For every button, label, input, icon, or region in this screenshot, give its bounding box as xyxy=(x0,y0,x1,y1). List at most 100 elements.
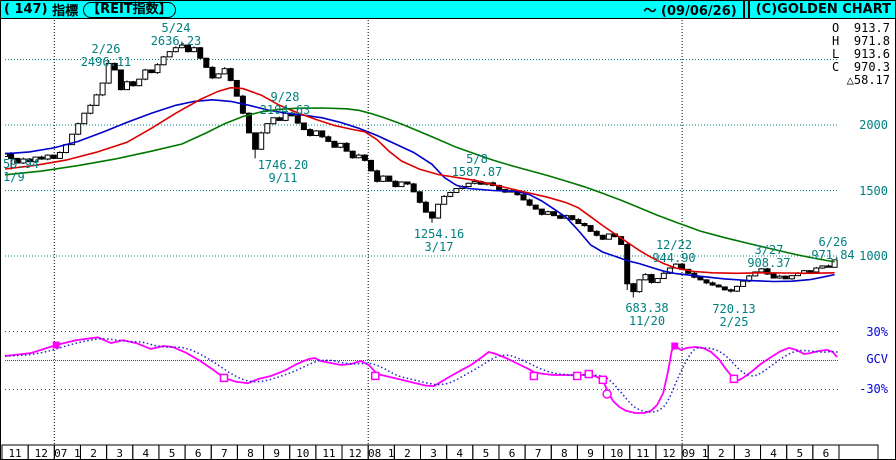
candle-body xyxy=(697,276,704,281)
month-label: 4 xyxy=(143,447,150,460)
candle-body xyxy=(752,271,759,277)
month-label: 6 xyxy=(195,447,202,460)
candle-body xyxy=(14,157,21,164)
candle-body xyxy=(593,230,600,236)
candle-body xyxy=(435,203,442,219)
ma-short-line xyxy=(5,98,835,283)
gcv-sell-marker xyxy=(219,373,229,383)
candle-body xyxy=(32,156,39,163)
candle-body xyxy=(666,267,673,274)
candle-body xyxy=(172,47,179,53)
candle-body xyxy=(782,275,789,280)
candle-body xyxy=(386,175,393,182)
gcv-sell-marker xyxy=(371,371,380,381)
oscillator-label-gcv: GCV xyxy=(866,352,888,366)
candle-body xyxy=(349,150,356,159)
candle-body xyxy=(361,154,368,161)
program-id: ( 147) xyxy=(4,2,48,17)
candle-body xyxy=(166,51,173,58)
gcv-oscillator-layer xyxy=(4,336,838,414)
candle-body xyxy=(148,69,155,74)
chart-annotation: 908.37 xyxy=(747,256,790,270)
candle-body xyxy=(276,117,283,121)
candle-body xyxy=(178,44,185,49)
candle-body xyxy=(636,279,643,293)
candle-body xyxy=(325,136,332,142)
chart-annotation: 12/22 xyxy=(656,238,692,252)
title-prefix: 指標 xyxy=(47,4,79,19)
chart-title: ( 147) 指標 【REIT指数】 xyxy=(1,1,176,19)
copyright: (C)GOLDEN CHART xyxy=(755,2,891,17)
gcv-signal-line xyxy=(4,337,838,413)
month-label: 12 xyxy=(662,447,675,460)
chart-annotation: 2/25 xyxy=(720,315,749,329)
y-axis-label-1500: 1500 xyxy=(859,184,888,198)
candle-body xyxy=(422,201,429,213)
candle-body xyxy=(368,159,374,172)
candle-body xyxy=(734,285,740,292)
candle-body xyxy=(81,112,88,125)
candle-body xyxy=(453,188,460,193)
chart-annotation: 11/20 xyxy=(629,314,665,328)
candle-body xyxy=(758,268,765,273)
ma-mid-line xyxy=(5,86,835,275)
chart-annotation: 1/9 xyxy=(3,170,25,184)
chart-annotation: 1254.16 xyxy=(414,227,465,241)
chart-annotation: 971.84 xyxy=(811,248,854,262)
candle-body xyxy=(429,211,435,219)
month-label: 4 xyxy=(456,447,463,460)
candle-body xyxy=(294,115,301,124)
candle-body xyxy=(630,283,637,293)
separator-bars-icon xyxy=(742,1,750,18)
quote-panel: O 913.7 H 971.8 L 913.6 C 970.3 △58.17 xyxy=(832,22,890,87)
gcv-buy-marker xyxy=(671,342,679,350)
candle-body xyxy=(703,279,710,284)
month-label: 12 xyxy=(35,447,48,460)
candle-body xyxy=(825,265,832,268)
month-label: 11 xyxy=(636,447,649,460)
month-axis-layer: 11 12 07 1 2 3 4 5 6 7 8 9 10 11 12 08 1 2 3 4 5 6 7 8 9 10 11 12… xyxy=(1,444,879,460)
candle-body xyxy=(185,44,191,53)
candle-body xyxy=(307,129,313,136)
month-label: 3 xyxy=(744,447,751,460)
chart-annotation: 2496.11 xyxy=(81,55,132,69)
candle-body xyxy=(770,273,777,279)
candle-body xyxy=(788,275,795,280)
month-label: 5 xyxy=(169,447,176,460)
candle-body xyxy=(87,104,94,114)
gcv-line xyxy=(4,336,838,414)
chart-annotation: 9/28 xyxy=(271,90,300,104)
candle-body xyxy=(532,204,539,210)
candle-body xyxy=(136,78,143,87)
candle-body xyxy=(392,180,399,188)
title-bar-right: 〜 (09/06/26) (C)GOLDEN CHART xyxy=(644,1,895,19)
chart-annotation: 683.38 xyxy=(625,301,668,315)
candle-body xyxy=(599,234,606,240)
oscillator-label-plus30: 30% xyxy=(866,325,888,339)
candle-body xyxy=(99,82,106,96)
moving-average-layer xyxy=(5,86,835,283)
month-label: 5 xyxy=(796,447,803,460)
chart-annotation: 59.94 xyxy=(3,157,39,171)
candle-body xyxy=(56,152,63,159)
candle-body xyxy=(154,64,161,74)
chart-annotation: 1587.87 xyxy=(452,165,503,179)
candle-body xyxy=(581,223,588,227)
month-label: 7 xyxy=(535,447,542,460)
month-label: 2 xyxy=(404,447,411,460)
y-axis-label-1000: 1000 xyxy=(859,249,888,263)
candle-body xyxy=(26,158,33,163)
candle-body xyxy=(343,142,350,152)
candle-body xyxy=(551,211,557,217)
chart-annotation: 9/11 xyxy=(269,171,298,185)
month-label: 6 xyxy=(823,447,830,460)
candle-body xyxy=(337,142,344,148)
month-label: 7 xyxy=(221,447,228,460)
month-label: 10 xyxy=(610,447,623,460)
candle-body xyxy=(160,56,167,66)
quote-high: H 971.8 xyxy=(832,34,890,48)
candle-body xyxy=(575,219,582,225)
candle-body xyxy=(69,133,76,146)
